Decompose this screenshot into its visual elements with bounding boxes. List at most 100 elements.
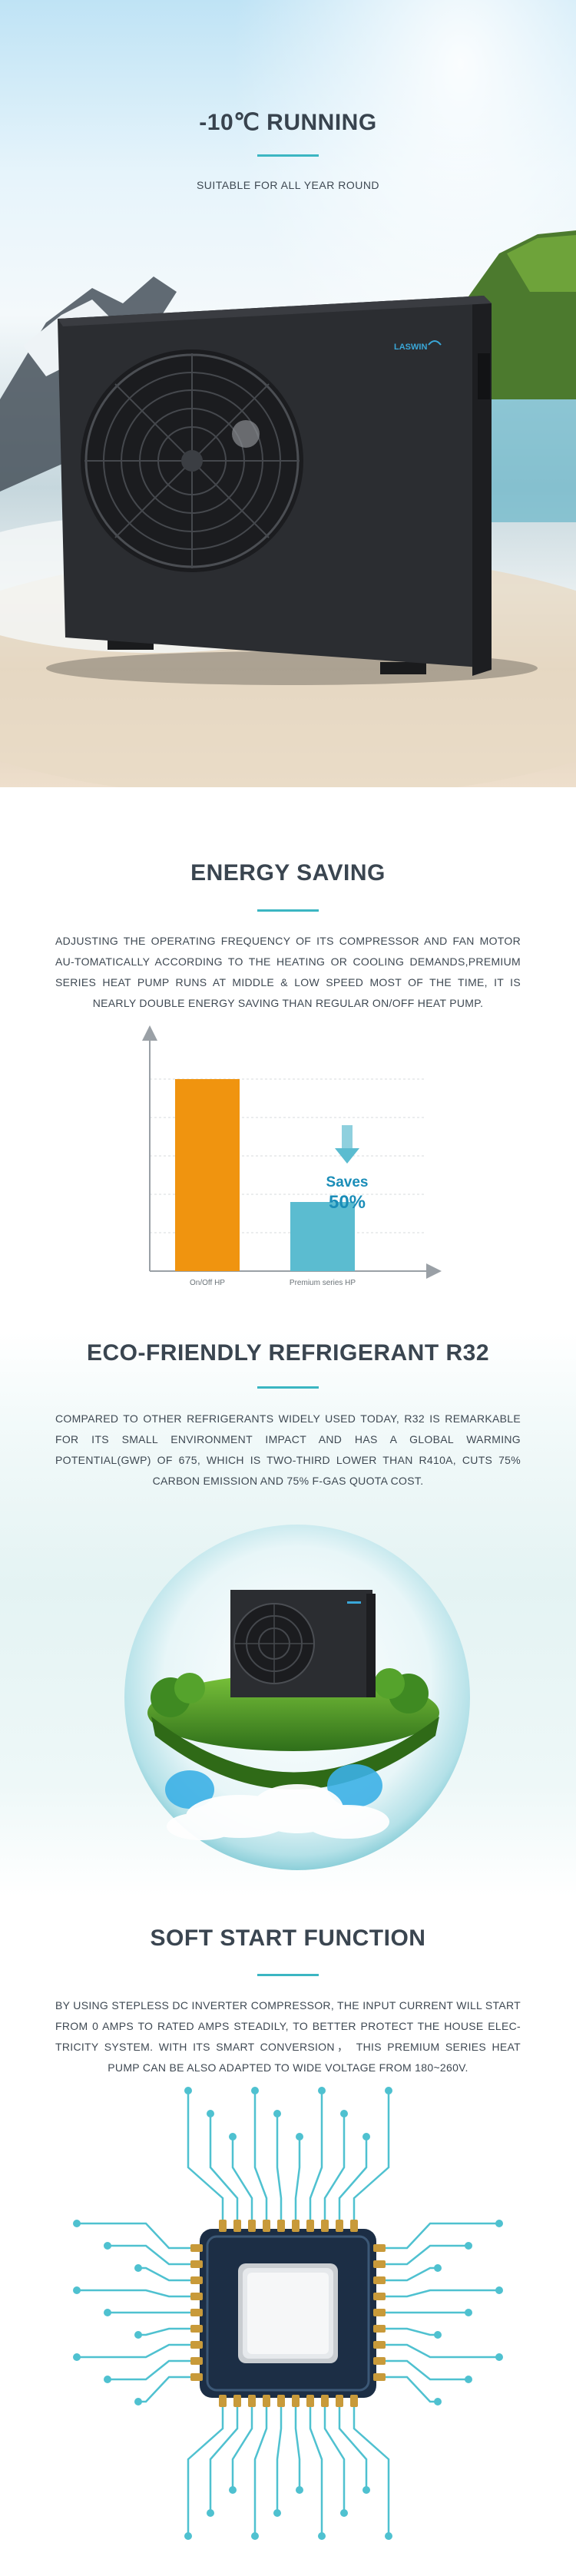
- eco-friendly-section: ECO-FRIENDLY REFRIGERANT R32 COMPARED TO…: [0, 1333, 576, 1897]
- circuit-trace: [376, 2343, 499, 2359]
- chip-pin: [190, 2244, 203, 2252]
- processor-chip-icon: [190, 2220, 386, 2407]
- circuit-node: [465, 2376, 472, 2383]
- circuit-trace: [209, 2398, 239, 2513]
- chip-pin: [373, 2293, 386, 2300]
- chip-pin: [350, 2220, 358, 2232]
- mini-heat-pump-unit: [230, 1590, 376, 1697]
- energy-description: ADJUSTING THE OPERATING FREQUENCY OF ITS…: [55, 935, 521, 1009]
- circuit-traces: [77, 2091, 499, 2536]
- chip-pin: [321, 2220, 329, 2232]
- soft-description: BY USING STEPLESS DC INVERTER COMPRESSOR…: [55, 1999, 521, 2074]
- chip-pin: [248, 2395, 256, 2407]
- circuit-trace: [294, 2398, 301, 2490]
- circuit-node: [73, 2286, 81, 2294]
- energy-title: ENERGY SAVING: [190, 860, 386, 886]
- circuit-trace: [77, 2222, 200, 2250]
- circuit-trace: [338, 2398, 368, 2490]
- circuit-trace: [323, 2398, 346, 2513]
- circuit-node: [184, 2087, 192, 2094]
- circuit-node: [318, 2087, 326, 2094]
- energy-title-underline: [257, 909, 319, 912]
- soft-title-underline: [257, 1974, 319, 1976]
- circuit-node: [385, 2087, 392, 2094]
- tree-right-2: [374, 1668, 405, 1699]
- circuit-node: [207, 2509, 214, 2517]
- cloud-icon: [167, 1784, 389, 1840]
- circuit-node: [465, 2242, 472, 2250]
- eco-description: COMPARED TO OTHER REFRIGERANTS WIDELY US…: [55, 1412, 521, 1487]
- chip-pin: [373, 2373, 386, 2381]
- brand-logo: LASWIN: [394, 340, 442, 352]
- circuit-node: [104, 2376, 111, 2383]
- hero-title-underline: [257, 154, 319, 157]
- circuit-trace: [376, 2244, 468, 2266]
- circuit-trace: [353, 2398, 390, 2536]
- savings-annotation: Saves 50%: [326, 1125, 368, 1213]
- circuit-node: [362, 2486, 370, 2494]
- chip-pin: [373, 2309, 386, 2316]
- eco-globe-illustration: [124, 1525, 470, 1870]
- circuit-node: [73, 2353, 81, 2361]
- chip-pin: [350, 2395, 358, 2407]
- chip-pin: [263, 2220, 270, 2232]
- chip-pin: [292, 2220, 300, 2232]
- chip-pin: [373, 2357, 386, 2365]
- chip-pin: [277, 2220, 285, 2232]
- chip-pin: [190, 2260, 203, 2268]
- svg-text:LASWIN: LASWIN: [394, 343, 427, 352]
- chip-pin: [263, 2395, 270, 2407]
- circuit-node: [134, 2398, 142, 2405]
- circuit-node: [273, 2509, 281, 2517]
- chip-pin: [321, 2395, 329, 2407]
- savings-value: 50%: [329, 1192, 366, 1213]
- circuit-trace: [276, 2398, 283, 2513]
- blue-balloon-left: [165, 1770, 214, 1809]
- chip-pin: [277, 2395, 285, 2407]
- chip-pin: [248, 2220, 256, 2232]
- soft-title: SOFT START FUNCTION: [150, 1925, 426, 1951]
- chip-pin: [190, 2325, 203, 2333]
- circuit-trace: [253, 2398, 268, 2536]
- chip-pin: [190, 2293, 203, 2300]
- chip-circuit-illustration: [73, 2087, 503, 2540]
- circuit-node: [229, 2133, 237, 2141]
- circuit-node: [465, 2309, 472, 2316]
- circuit-node: [134, 2264, 142, 2272]
- tree-left-2: [174, 1673, 205, 1704]
- circuit-trace: [253, 2091, 268, 2229]
- circuit-node: [434, 2264, 442, 2272]
- chip-pin: [233, 2220, 241, 2232]
- eco-title: ECO-FRIENDLY REFRIGERANT R32: [86, 1340, 490, 1366]
- circuit-trace: [294, 2137, 301, 2229]
- energy-saving-chart: On/Off HP Premium series HP Saves 50%: [142, 1025, 442, 1287]
- circuit-node: [362, 2133, 370, 2141]
- unit-control-box: [478, 353, 490, 399]
- circuit-node: [434, 2331, 442, 2339]
- circuit-node: [318, 2532, 326, 2540]
- chip-pin: [233, 2395, 241, 2407]
- hero-scenery: LASWIN: [0, 230, 576, 787]
- circuit-node: [134, 2331, 142, 2339]
- x-tick-label: Premium series HP: [290, 1279, 356, 1287]
- blue-balloon-right: [327, 1764, 382, 1807]
- circuit-node: [340, 2110, 348, 2117]
- chip-pin: [190, 2309, 203, 2316]
- x-tick-label: On/Off HP: [190, 1279, 225, 1287]
- circuit-trace: [209, 2114, 239, 2229]
- circuit-trace: [231, 2137, 253, 2229]
- circuit-node: [340, 2509, 348, 2517]
- energy-saving-section: ENERGY SAVING ADJUSTING THE OPERATING FR…: [0, 787, 576, 1333]
- chip-pin: [190, 2373, 203, 2381]
- chip-pin: [292, 2395, 300, 2407]
- circuit-trace: [108, 2359, 200, 2381]
- eco-title-underline: [257, 1386, 319, 1389]
- circuit-trace: [376, 2289, 499, 2298]
- circuit-node: [296, 2486, 303, 2494]
- circuit-trace: [376, 2359, 468, 2381]
- chip-pin: [373, 2260, 386, 2268]
- circuit-nodes: [73, 2087, 503, 2540]
- circuit-trace: [353, 2091, 390, 2229]
- circuit-node: [104, 2309, 111, 2316]
- bar-0: [175, 1079, 240, 1271]
